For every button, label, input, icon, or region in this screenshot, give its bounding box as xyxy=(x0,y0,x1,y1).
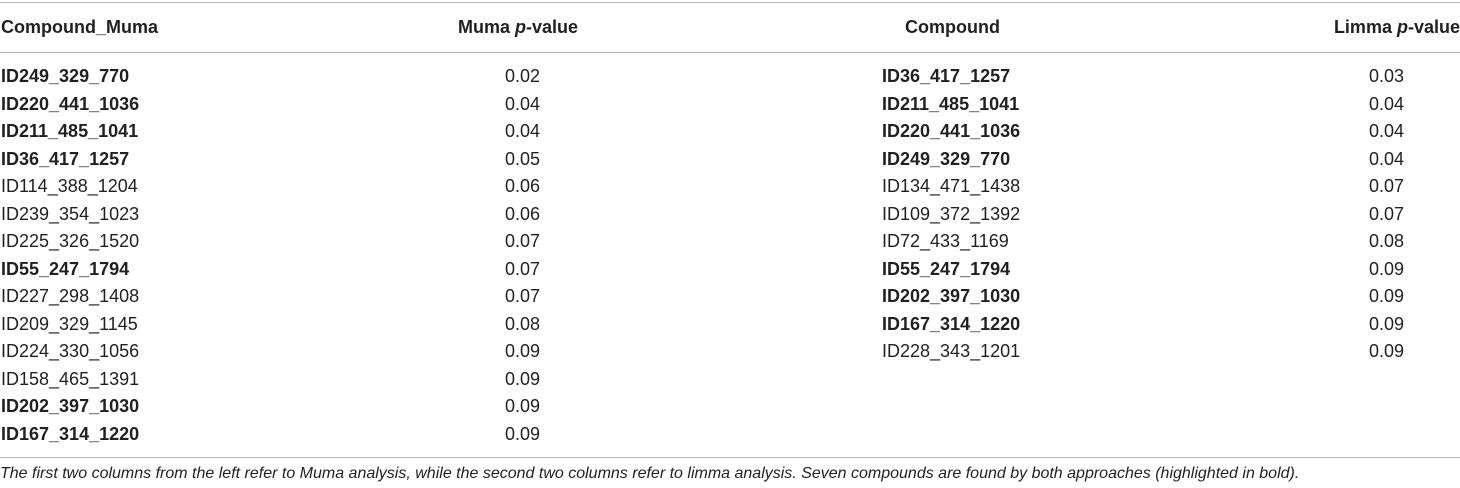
muma-pvalue-column: 0.02 0.04 0.04 0.05 0.06 0.06 0.07 0.07 0.07 0.08… xyxy=(505,63,540,448)
muma-compound-column: ID249_329_770 ID220_441_1036 ID211_485_104… xyxy=(1,63,139,448)
muma-pvalue-cell: 0.07 xyxy=(505,231,541,251)
muma-compound-cell: ID239_354_1023 xyxy=(1,203,140,224)
muma-pvalue-cell: 0.09 xyxy=(505,368,541,389)
muma-compound-cell: ID114_388_1204 xyxy=(1,176,138,196)
table-caption: The first two columns from the left refe… xyxy=(0,465,1300,482)
limma-compound-cell: ID220_441_1036 xyxy=(882,121,1021,141)
muma-pvalue-cell: 0.06 xyxy=(505,176,541,196)
limma-pvalue-cell: 0.07 xyxy=(1369,176,1405,196)
header-muma-pvalue-prefix: Muma xyxy=(458,17,516,37)
limma-compound-cell: ID55_247_1794 xyxy=(882,258,1011,279)
table-top-rule xyxy=(0,2,1460,3)
limma-compound-cell: ID109_372_1392 xyxy=(882,203,1021,224)
limma-pvalue-cell: 0.04 xyxy=(1369,121,1405,141)
limma-compound-column: ID36_417_1257 ID211_485_1041 ID220_441_103… xyxy=(882,63,1020,366)
muma-pvalue-cell: 0.07 xyxy=(505,286,541,306)
limma-pvalue-cell: 0.09 xyxy=(1369,341,1405,361)
muma-compound-cell: ID209_329_1145 xyxy=(1,313,138,334)
muma-pvalue-cell: 0.07 xyxy=(505,258,541,279)
muma-compound-cell: ID36_417_1257 xyxy=(1,148,130,169)
header-compound: Compound xyxy=(905,17,1000,37)
muma-pvalue-cell: 0.04 xyxy=(505,121,541,141)
limma-pvalue-cell: 0.08 xyxy=(1369,231,1405,251)
muma-compound-cell: ID224_330_1056 xyxy=(1,341,140,361)
muma-pvalue-cell: 0.06 xyxy=(505,203,541,224)
muma-compound-cell: ID167_314_1220 xyxy=(1,423,140,444)
limma-pvalue-cell: 0.09 xyxy=(1369,258,1405,279)
muma-pvalue-cell: 0.09 xyxy=(505,396,541,416)
limma-pvalue-cell: 0.04 xyxy=(1369,148,1405,169)
muma-compound-cell: ID249_329_770 xyxy=(1,66,130,86)
limma-pvalue-cell: 0.04 xyxy=(1369,93,1405,114)
limma-pvalue-cell: 0.03 xyxy=(1369,66,1405,86)
limma-compound-cell: ID167_314_1220 xyxy=(882,313,1021,334)
limma-pvalue-cell: 0.07 xyxy=(1369,203,1405,224)
muma-pvalue-cell: 0.02 xyxy=(505,66,541,86)
muma-compound-cell: ID55_247_1794 xyxy=(1,258,130,279)
header-limma-pvalue-italic: p xyxy=(1396,17,1408,37)
limma-compound-cell: ID249_329_770 xyxy=(882,148,1011,169)
header-muma-pvalue-suffix: -value xyxy=(526,17,579,37)
muma-pvalue-cell: 0.08 xyxy=(505,313,541,334)
muma-pvalue-cell: 0.09 xyxy=(505,423,541,444)
table-bottom-rule xyxy=(0,457,1460,458)
header-limma-pvalue: Limma p-value xyxy=(1334,14,1460,40)
header-limma-pvalue-prefix: Limma xyxy=(1333,17,1397,37)
muma-compound-cell: ID211_485_1041 xyxy=(1,121,139,141)
limma-compound-cell: ID36_417_1257 xyxy=(882,66,1011,86)
limma-pvalue-cell: 0.09 xyxy=(1369,286,1405,306)
muma-pvalue-cell: 0.09 xyxy=(505,341,541,361)
header-muma-pvalue-italic: p xyxy=(515,17,527,37)
header-compound-muma: Compound_Muma xyxy=(1,17,158,37)
limma-compound-cell: ID134_471_1438 xyxy=(882,176,1021,196)
limma-compound-cell: ID202_397_1030 xyxy=(882,286,1021,306)
limma-compound-cell: ID228_343_1201 xyxy=(882,341,1021,361)
header-limma-pvalue-suffix: -value xyxy=(1407,17,1460,37)
muma-pvalue-cell: 0.05 xyxy=(505,148,541,169)
limma-compound-cell: ID211_485_1041 xyxy=(882,93,1020,114)
muma-compound-cell: ID225_326_1520 xyxy=(1,231,140,251)
muma-compound-cell: ID158_465_1391 xyxy=(1,368,140,389)
limma-pvalue-cell: 0.09 xyxy=(1369,313,1405,334)
limma-pvalue-column: 0.03 0.04 0.04 0.04 0.07 0.07 0.08 0.09 0.09 0.09… xyxy=(1369,63,1404,366)
header-muma-pvalue: Muma p-value xyxy=(458,14,578,40)
table-header-rule xyxy=(0,52,1460,53)
muma-compound-cell: ID202_397_1030 xyxy=(1,396,140,416)
limma-compound-cell: ID72_433_1169 xyxy=(882,231,1009,251)
muma-compound-cell: ID227_298_1408 xyxy=(1,286,140,306)
muma-pvalue-cell: 0.04 xyxy=(505,93,541,114)
muma-compound-cell: ID220_441_1036 xyxy=(1,93,140,114)
